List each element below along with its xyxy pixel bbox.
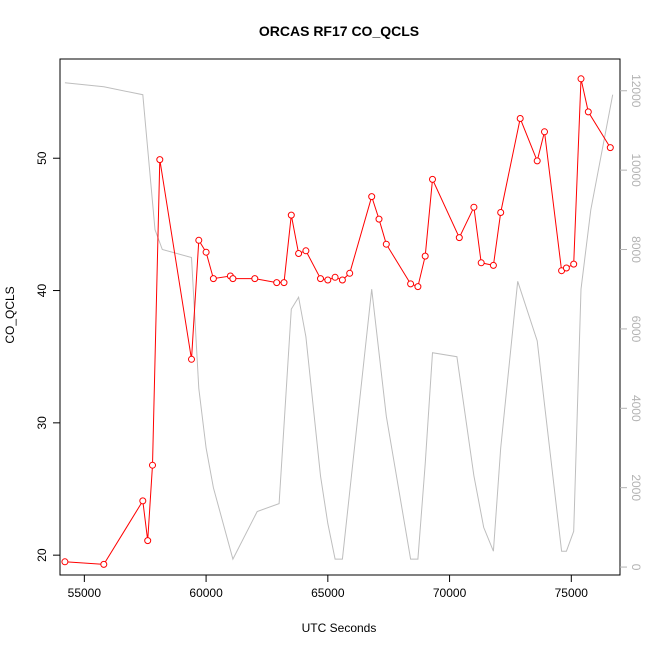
data-point	[541, 128, 548, 136]
data-point	[100, 560, 108, 568]
data-point	[577, 75, 585, 83]
data-point	[302, 247, 310, 255]
data-point	[144, 537, 152, 545]
data-point	[584, 108, 592, 116]
data-point	[338, 276, 346, 284]
y-axis-label: CO_QCLS	[3, 286, 17, 343]
chart-title: ORCAS RF17 CO_QCLS	[259, 23, 419, 39]
y-tick-label: 30	[35, 416, 49, 430]
data-point	[324, 276, 332, 284]
data-point	[570, 260, 578, 268]
data-point	[202, 248, 210, 256]
y2-tick-label: 8000	[629, 236, 643, 263]
data-point	[489, 261, 497, 269]
x-axis-label: UTC Seconds	[302, 621, 377, 635]
data-point	[295, 250, 303, 257]
data-point	[414, 283, 422, 291]
data-point	[516, 115, 524, 122]
data-point	[149, 461, 156, 469]
x-tick-label: 65000	[311, 586, 345, 600]
y2-tick-label: 2000	[629, 474, 643, 501]
data-point	[280, 279, 288, 287]
data-point	[273, 279, 281, 287]
data-point	[562, 264, 570, 272]
data-point	[533, 157, 541, 165]
y2-tick-label: 12000	[629, 74, 643, 108]
secondary-series-line	[64, 82, 614, 561]
data-point	[346, 269, 354, 277]
data-point	[209, 275, 217, 283]
axes: 55000 60000 65000 70000 75000 20 30 40 50 0 2000 40…	[35, 58, 643, 600]
data-point	[331, 273, 339, 281]
data-point	[497, 209, 505, 216]
primary-series	[61, 75, 614, 568]
x-tick-label: 70000	[433, 586, 467, 600]
data-point	[229, 275, 237, 283]
data-point	[407, 280, 415, 288]
y-tick-label: 20	[35, 548, 49, 562]
y2-tick-label: 4000	[629, 395, 643, 422]
data-point	[251, 275, 259, 283]
data-point	[156, 156, 164, 164]
data-point	[188, 355, 195, 363]
data-point	[470, 203, 478, 211]
data-point	[429, 175, 436, 183]
y2-tick-label: 10000	[629, 153, 643, 187]
data-point	[606, 144, 614, 152]
data-point	[287, 211, 295, 219]
x-tick-label: 60000	[189, 586, 223, 600]
x-tick-label: 55000	[68, 586, 102, 600]
y2-tick-label: 6000	[629, 316, 643, 343]
data-point	[195, 236, 203, 244]
data-point	[477, 259, 485, 267]
data-point	[139, 497, 147, 505]
y-tick-label: 40	[35, 284, 49, 298]
data-point	[421, 252, 429, 260]
data-point	[61, 558, 69, 566]
x-tick-label: 75000	[555, 586, 589, 600]
data-point	[455, 234, 463, 242]
plot-frame	[59, 58, 621, 576]
data-point	[382, 240, 390, 248]
data-point	[375, 215, 383, 223]
secondary-series	[64, 82, 614, 561]
data-point	[368, 193, 376, 201]
y-tick-label: 50	[35, 151, 49, 165]
data-point	[317, 275, 324, 283]
y2-tick-label: 0	[629, 564, 643, 571]
